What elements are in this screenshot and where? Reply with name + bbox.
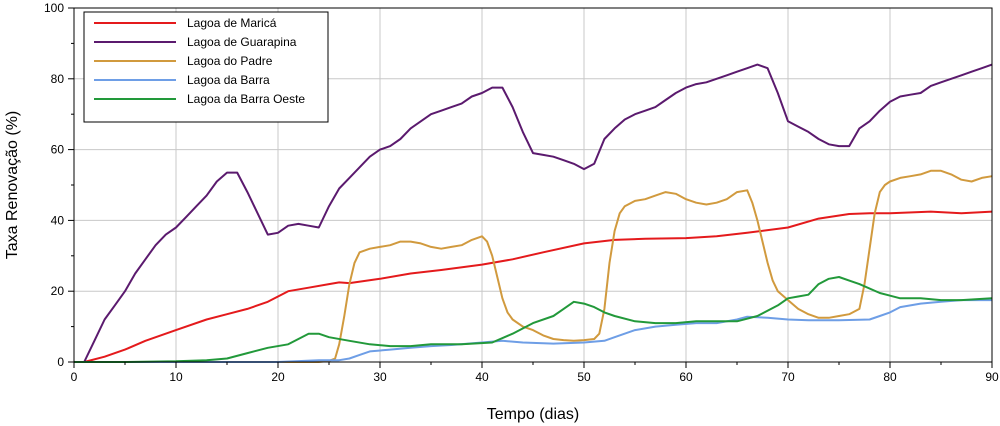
x-tick-label: 10 [169,370,183,384]
x-tick-label: 60 [679,370,693,384]
y-tick-label: 40 [51,213,65,227]
x-tick-label: 90 [985,370,999,384]
x-tick-label: 70 [781,370,795,384]
axes [68,7,993,368]
x-tick-labels: 0 10 20 30 40 50 60 70 80 90 [71,370,999,384]
y-tick-label: 20 [51,284,65,298]
y-tick-label: 60 [51,143,65,157]
legend-label: Lagoa da Barra [187,73,270,87]
series-line-3 [74,169,993,363]
x-axis-label: Tempo (dias) [487,406,579,423]
series-line-5 [74,276,993,363]
series-line-2 [74,63,993,363]
x-tick-label: 40 [475,370,489,384]
y-tick-labels: 0 20 40 60 80 100 [44,1,64,369]
series-line-1 [74,210,993,363]
x-tick-label: 0 [71,370,78,384]
y-tick-label: 80 [51,72,65,86]
legend-label: Lagoa de Maricá [187,16,277,30]
x-tick-label: 80 [883,370,897,384]
y-axis-label: Taxa Renovação (%) [4,111,21,260]
legend-label: Lagoa do Padre [187,54,273,68]
x-tick-label: 20 [271,370,285,384]
y-tick-label: 0 [57,355,64,369]
y-tick-label: 100 [44,1,64,15]
series-lines [74,63,993,363]
x-tick-label: 50 [577,370,591,384]
legend-label: Lagoa da Barra Oeste [187,92,305,106]
x-tick-label: 30 [373,370,387,384]
legend-box [83,11,329,123]
series-line-4 [74,299,992,363]
legend-label: Lagoa de Guarapina [187,35,297,49]
legend: Lagoa de Maricá Lagoa de Guarapina Lagoa d… [83,11,329,123]
